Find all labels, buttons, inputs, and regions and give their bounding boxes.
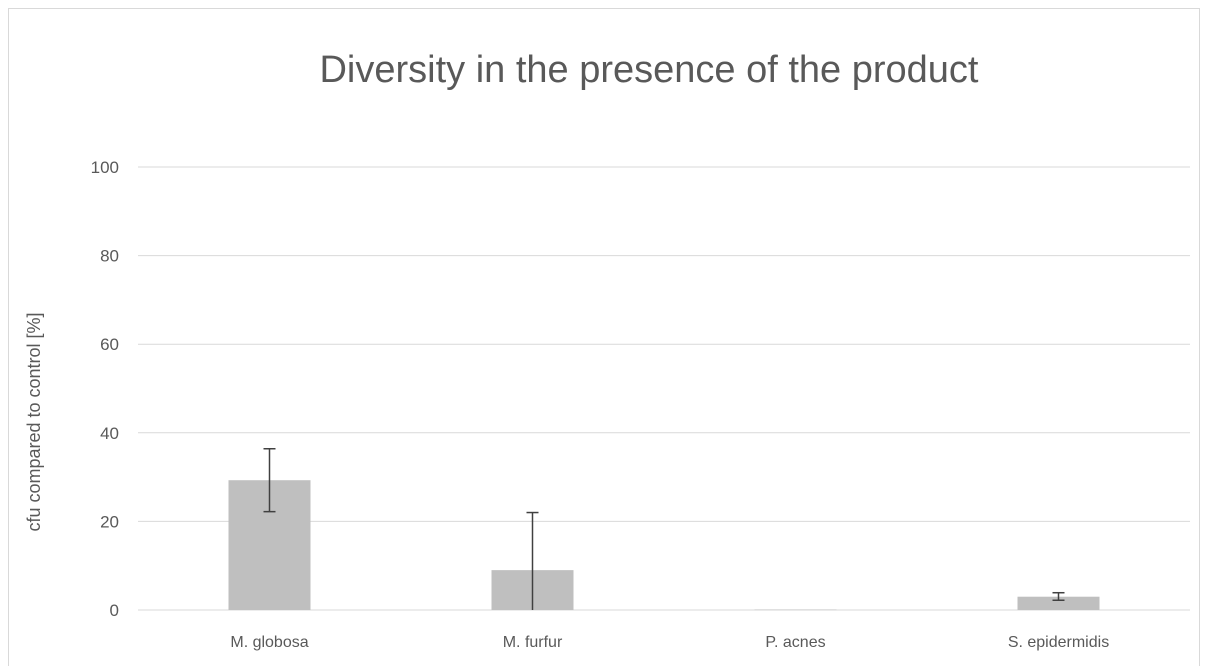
y-tick-label-20: 20 [100,512,119,531]
bar-4 [1017,596,1100,610]
y-axis-label: cfu compared to control [%] [24,312,44,531]
y-axis-ticks: 0 20 40 60 80 100 [91,158,119,620]
y-tick-label-40: 40 [100,424,119,443]
error-bars [263,447,1065,610]
y-tick-label-0: 0 [110,601,119,620]
chart-area [8,8,1200,666]
x-axis-categories: M. globosa M. furfur P. acnes S. epidermidi… [230,634,1109,651]
category-label-2: M. furfur [503,634,563,651]
category-label-1: M. globosa [230,634,308,651]
y-tick-label-60: 60 [100,335,119,354]
bar-3 [754,609,837,611]
bars [228,480,1100,611]
y-tick-label-100: 100 [91,158,119,177]
category-label-4: S. epidermidis [1008,634,1109,651]
category-label-3: P. acnes [765,634,825,651]
y-tick-label-80: 80 [100,247,119,266]
gridlines [138,166,1190,611]
chart-title: Diversity in the presence of the product [319,49,978,91]
